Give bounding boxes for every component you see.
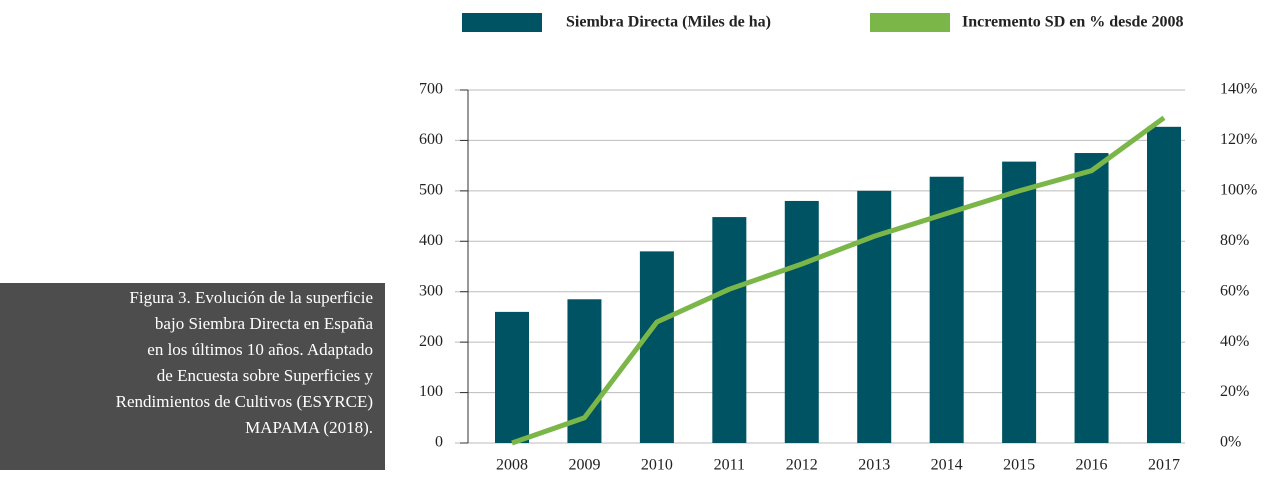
y-tick-label: 500 [419,182,443,199]
y2-tick-label: 40% [1220,333,1249,350]
y-tick-label: 600 [419,131,443,148]
bar [1147,126,1181,443]
y2-tick-label: 140% [1220,81,1257,98]
x-tick-label: 2017 [1148,457,1180,474]
x-tick-label: 2016 [1076,457,1108,474]
bar [1074,153,1109,444]
x-tick-label: 2015 [1003,457,1035,474]
x-tick-label: 2009 [568,457,600,474]
y-tick-label: 0 [435,434,443,451]
y2-tick-label: 0% [1220,434,1241,451]
x-tick-label: 2008 [496,457,528,474]
x-tick-label: 2010 [641,457,673,474]
legend-swatch [870,13,950,32]
y-tick-label: 200 [419,333,443,350]
bar [929,176,964,444]
bar [712,217,747,443]
y-tick-label: 700 [419,81,443,98]
x-tick-label: 2012 [786,457,818,474]
bar [784,200,819,443]
legend-swatch [462,13,542,32]
y-tick-label: 300 [419,282,443,299]
legend-label: Incremento SD en % desde 2008 [962,14,1183,31]
y-tick-label: 100 [419,383,443,400]
y2-tick-label: 20% [1220,383,1249,400]
line [511,115,1166,446]
legend-label: Siembra Directa (Miles de ha) [566,14,771,31]
caption-line: Figura 3. Evolución de la superficie [129,288,373,307]
caption-line: bajo Siembra Directa en España [155,314,374,333]
caption-line: de Encuesta sobre Superficies y [157,366,374,385]
bar [857,190,892,443]
y2-tick-label: 80% [1220,232,1249,249]
caption-line: en los últimos 10 años. Adaptado [147,340,373,359]
y2-tick-label: 120% [1220,131,1257,148]
x-tick-label: 2011 [714,457,745,474]
caption-box [0,283,385,470]
caption-line: Rendimientos de Cultivos (ESYRCE) [116,392,373,411]
y2-tick-label: 100% [1220,182,1257,199]
bar [639,251,674,443]
caption-line: MAPAMA (2018). [245,418,373,437]
bar [1002,161,1037,443]
bar [495,311,529,443]
y2-tick-label: 60% [1220,282,1249,299]
x-tick-label: 2014 [931,457,963,474]
y-tick-label: 400 [419,232,443,249]
x-tick-label: 2013 [858,457,890,474]
